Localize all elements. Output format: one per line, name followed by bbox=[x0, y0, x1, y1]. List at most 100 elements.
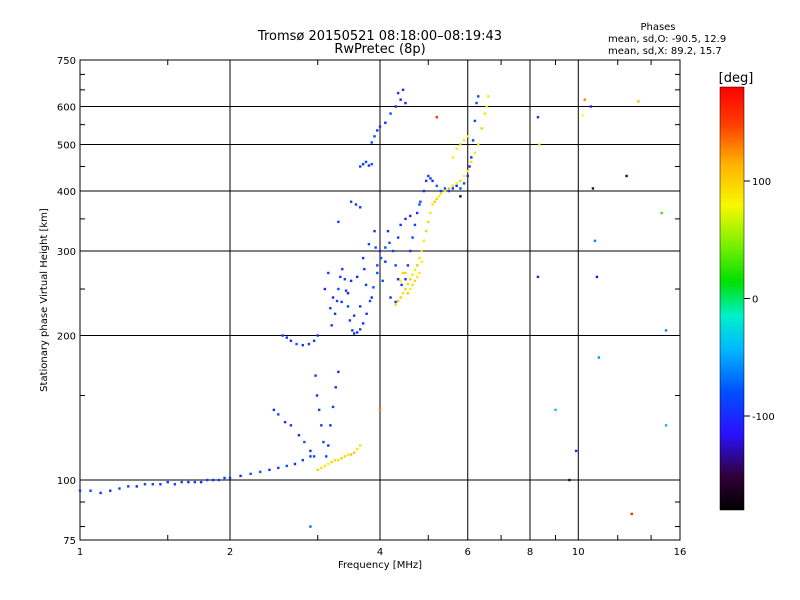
point-o-mode bbox=[331, 296, 335, 299]
point-o-mode bbox=[289, 424, 293, 427]
point-x-mode bbox=[459, 143, 462, 146]
point-o-mode bbox=[228, 476, 232, 480]
point-x-mode bbox=[352, 451, 356, 454]
point-x-mode bbox=[406, 282, 410, 286]
point-o-mode bbox=[370, 296, 373, 299]
point-o-mode bbox=[205, 478, 209, 482]
y-tick-label: 600 bbox=[57, 103, 76, 114]
point-o-mode bbox=[409, 249, 412, 253]
point-x-mode bbox=[320, 466, 323, 470]
point-scattered bbox=[574, 449, 578, 453]
point-o-mode bbox=[312, 455, 316, 458]
point-x-mode bbox=[424, 229, 428, 233]
point-o-mode bbox=[354, 203, 358, 206]
point-x-mode bbox=[401, 292, 405, 295]
point-scattered bbox=[664, 329, 668, 332]
point-x-mode bbox=[485, 105, 488, 108]
point-o-mode bbox=[312, 339, 316, 343]
point-o-mode bbox=[358, 165, 362, 168]
point-x-mode bbox=[409, 287, 412, 291]
point-o-mode bbox=[283, 420, 287, 424]
point-scattered bbox=[435, 116, 438, 119]
point-o-mode bbox=[376, 264, 379, 267]
point-o-mode bbox=[355, 331, 359, 334]
point-o-mode bbox=[361, 162, 365, 166]
point-o-mode bbox=[367, 164, 371, 167]
point-o-mode bbox=[451, 187, 455, 190]
point-x-mode bbox=[404, 271, 407, 275]
point-scattered bbox=[581, 114, 584, 117]
point-x-mode bbox=[337, 458, 340, 462]
point-o-mode bbox=[159, 483, 162, 486]
point-o-mode bbox=[368, 299, 372, 303]
point-o-mode bbox=[396, 91, 400, 95]
point-o-mode bbox=[378, 249, 382, 253]
grid-lines bbox=[80, 60, 680, 540]
point-o-mode bbox=[99, 491, 102, 495]
colorbar bbox=[719, 86, 745, 511]
point-x-mode bbox=[487, 95, 490, 98]
point-scattered bbox=[568, 478, 571, 482]
point-o-mode bbox=[143, 483, 147, 486]
point-o-mode bbox=[370, 162, 373, 166]
point-o-mode bbox=[223, 476, 226, 480]
colorbar-tick-label: 0 bbox=[752, 295, 758, 306]
point-x-mode bbox=[358, 444, 362, 447]
point-x-mode bbox=[411, 283, 414, 287]
point-o-mode bbox=[358, 328, 362, 331]
point-o-mode bbox=[187, 480, 190, 484]
point-o-mode bbox=[316, 334, 319, 337]
point-x-mode bbox=[451, 156, 455, 159]
point-o-mode bbox=[322, 440, 325, 444]
point-o-mode bbox=[415, 211, 419, 215]
x-tick-label: 16 bbox=[674, 547, 687, 558]
point-o-mode bbox=[470, 156, 473, 159]
point-o-mode bbox=[334, 386, 337, 389]
point-x-mode bbox=[473, 151, 477, 155]
y-tick-label: 400 bbox=[57, 187, 76, 198]
point-o-mode bbox=[340, 300, 343, 304]
point-o-mode bbox=[379, 256, 383, 260]
point-o-mode bbox=[343, 278, 347, 281]
point-o-mode bbox=[431, 179, 434, 183]
point-o-mode bbox=[388, 241, 391, 245]
point-x-mode bbox=[466, 135, 469, 138]
point-o-mode bbox=[376, 271, 379, 275]
point-x-mode bbox=[422, 239, 426, 243]
x-axis-label: Frequency [MHz] bbox=[338, 560, 422, 571]
point-o-mode bbox=[466, 174, 469, 178]
point-o-mode bbox=[404, 278, 407, 281]
point-o-mode bbox=[331, 405, 335, 409]
point-scattered bbox=[664, 424, 668, 427]
point-o-mode bbox=[352, 314, 356, 317]
point-scattered bbox=[459, 195, 462, 198]
point-o-mode bbox=[339, 275, 342, 279]
x-tick-label: 2 bbox=[227, 547, 233, 558]
scatter-points bbox=[78, 88, 668, 528]
point-x-mode bbox=[406, 292, 410, 295]
point-x-mode bbox=[346, 453, 350, 456]
point-o-mode bbox=[277, 413, 280, 416]
point-o-mode bbox=[411, 236, 414, 239]
point-o-mode bbox=[477, 95, 480, 98]
point-o-mode bbox=[389, 112, 392, 115]
point-o-mode bbox=[303, 440, 306, 444]
point-o-mode bbox=[447, 189, 451, 193]
point-x-mode bbox=[477, 143, 480, 146]
point-o-mode bbox=[394, 300, 397, 304]
point-o-mode bbox=[285, 464, 288, 468]
point-o-mode bbox=[259, 470, 262, 474]
point-x-mode bbox=[349, 453, 353, 456]
y-axis-ticks: 75 100 200 300 400 500 600 750 bbox=[57, 56, 680, 547]
point-scattered bbox=[309, 525, 312, 528]
x-axis-ticks: 1 2 4 6 8 10 16 bbox=[77, 60, 687, 558]
point-o-mode bbox=[327, 271, 330, 275]
point-x-mode bbox=[443, 189, 447, 193]
colorbar-tick-label: 100 bbox=[752, 177, 771, 188]
point-scattered bbox=[583, 98, 586, 101]
point-x-mode bbox=[413, 268, 417, 272]
point-o-mode bbox=[374, 246, 377, 249]
point-o-mode bbox=[424, 179, 428, 183]
point-o-mode bbox=[400, 283, 403, 287]
point-o-mode bbox=[325, 455, 328, 458]
